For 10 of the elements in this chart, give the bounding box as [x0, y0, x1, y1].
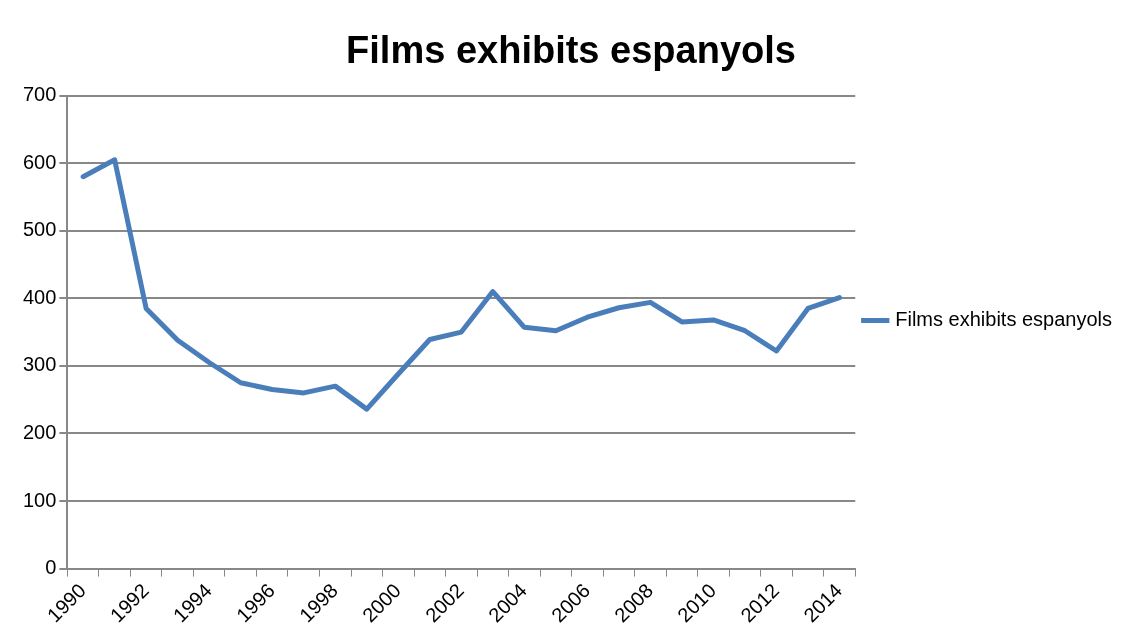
y-tick-label: 100 [22, 488, 57, 511]
y-tick-label: 500 [22, 218, 57, 241]
chart-title: Films exhibits espanyols [346, 29, 796, 72]
y-tick-label: 0 [45, 556, 57, 579]
y-tick-label: 300 [22, 353, 57, 376]
y-tick-label: 600 [22, 150, 57, 173]
y-tick-label: 200 [22, 420, 57, 443]
y-tick-label: 700 [22, 83, 57, 106]
y-tick-label: 400 [22, 285, 57, 308]
legend-label: Films exhibits espanyols [895, 308, 1112, 331]
